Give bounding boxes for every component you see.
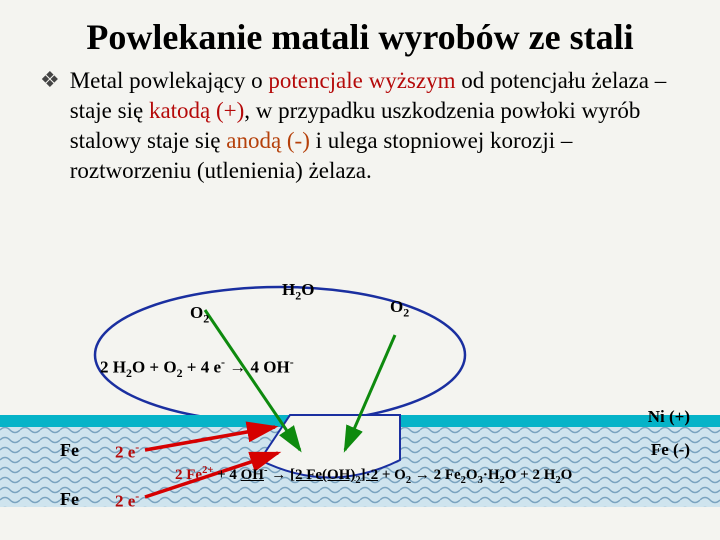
eq-anode: 2 Fe2+ + 4 OH- → [2 Fe(OH)2]·2 + O2 → 2 … [175, 465, 572, 486]
label-fe-right: Fe (-) [651, 440, 690, 460]
label-o2-left: O2 [190, 303, 209, 326]
ni-layer-left [0, 415, 290, 427]
label-h2o: H2O [282, 280, 314, 303]
bullet-paragraph: ❖ Metal powlekający o potencjale wyższym… [40, 66, 680, 186]
kw-katoda: katodą (+) [149, 98, 244, 123]
diamond-icon: ❖ [40, 66, 60, 186]
diagram-svg [0, 275, 720, 530]
label-fe-left-top: Fe [60, 440, 79, 461]
label-o2-right: O2 [390, 297, 409, 320]
kw-potencjale: potencjale wyższym [268, 68, 455, 93]
body-text: Metal powlekający o potencjale wyższym o… [70, 66, 680, 186]
label-ni: Ni (+) [648, 407, 690, 427]
txt-pre1: Metal powlekający o [70, 68, 269, 93]
label-2e-bot: 2 e- [115, 489, 139, 512]
label-fe-left-bot: Fe [60, 489, 79, 510]
label-2e-top: 2 e- [115, 440, 139, 463]
page-title: Powlekanie matali wyrobów ze stali [40, 16, 680, 58]
eq-cathode: 2 H2O + O2 + 4 e- → 4 OH- [100, 355, 294, 381]
corrosion-diagram: H2O O2 O2 2 H2O + O2 + 4 e- → 4 OH- Ni (… [0, 275, 720, 530]
kw-anoda: anodą (-) [226, 128, 315, 153]
